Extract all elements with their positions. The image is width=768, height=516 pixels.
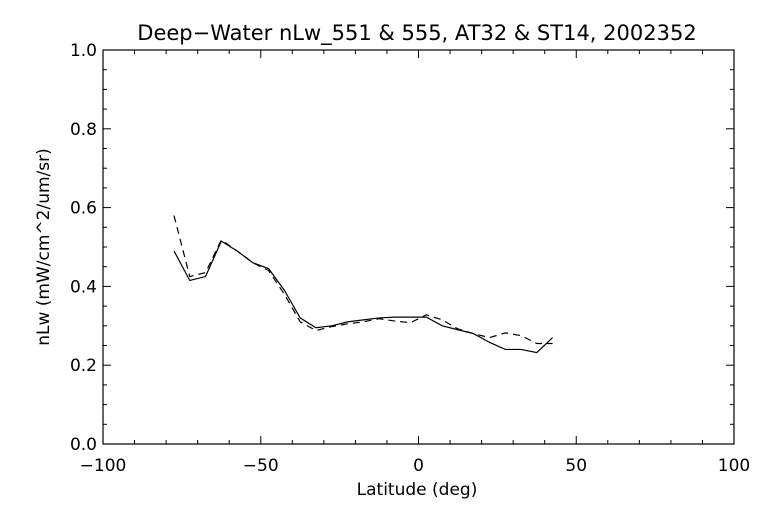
series-layer (173, 215, 554, 354)
y-tick-label: 0.8 (70, 120, 97, 140)
y-axis-label: nLw (mW/cm^2/um/sr) (34, 148, 54, 346)
y-tick-label: 1.0 (70, 41, 97, 61)
x-tick-label: −50 (243, 456, 279, 476)
y-tick-label: 0.6 (70, 199, 97, 219)
y-axis-ticks: 0.0 0.2 0.4 0.6 0.8 1.0 (70, 41, 734, 455)
plot-frame (102, 49, 735, 445)
chart-title: Deep−Water nLw_551 & 555, AT32 & ST14, 2… (137, 21, 696, 46)
x-tick-label: −100 (80, 456, 127, 476)
series-line-dashed (173, 215, 553, 345)
y-tick-label: 0.0 (70, 435, 97, 455)
x-tick-label: 50 (565, 456, 587, 476)
y-tick-label: 0.4 (70, 277, 97, 297)
x-axis-ticks: −100 −50 0 50 100 (80, 50, 750, 476)
x-axis-label: Latitude (deg) (357, 480, 478, 500)
x-tick-label: 100 (718, 456, 750, 476)
y-tick-label: 0.2 (70, 356, 97, 376)
x-tick-label: 0 (413, 456, 424, 476)
